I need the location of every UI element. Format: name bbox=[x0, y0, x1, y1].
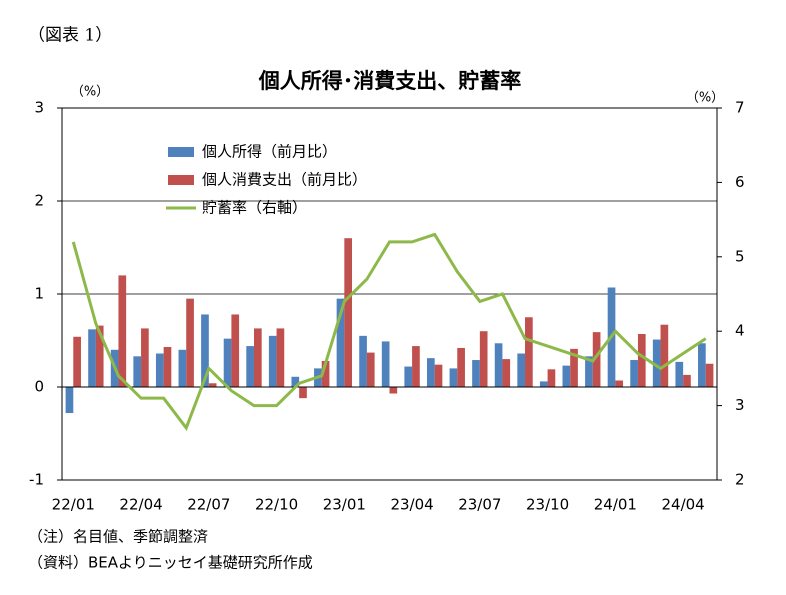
x-tick-label: 22/10 bbox=[255, 496, 298, 514]
bar bbox=[502, 359, 511, 387]
y-tick-label: 3 bbox=[34, 99, 44, 117]
bar bbox=[276, 328, 285, 387]
bar bbox=[479, 331, 488, 387]
y-tick-label: 1 bbox=[34, 285, 44, 303]
x-tick-label: 22/01 bbox=[52, 496, 95, 514]
bar bbox=[381, 341, 390, 387]
y2-tick-label: 4 bbox=[735, 322, 745, 340]
bar bbox=[660, 324, 669, 387]
bar bbox=[291, 376, 300, 387]
bar bbox=[675, 361, 684, 387]
bar bbox=[637, 333, 646, 387]
bar bbox=[253, 328, 262, 387]
bar bbox=[88, 329, 96, 387]
y-tick-label: -1 bbox=[29, 471, 44, 489]
bar bbox=[299, 387, 307, 399]
bar bbox=[615, 380, 624, 387]
bar bbox=[246, 346, 254, 387]
chart-title: 個人所得･消費支出、貯蓄率 bbox=[258, 69, 522, 93]
bar bbox=[321, 360, 330, 387]
bar bbox=[231, 314, 240, 387]
bar bbox=[683, 374, 691, 387]
bar bbox=[73, 336, 81, 387]
bar bbox=[201, 314, 209, 387]
bar bbox=[592, 332, 601, 387]
bar bbox=[186, 298, 194, 387]
bar bbox=[178, 349, 187, 387]
bar bbox=[539, 381, 548, 387]
bar bbox=[457, 347, 465, 387]
y2-tick-label: 3 bbox=[735, 396, 745, 414]
x-tick-label: 24/01 bbox=[594, 496, 637, 514]
bar bbox=[95, 325, 104, 387]
x-tick-label: 23/01 bbox=[323, 496, 366, 514]
bar bbox=[389, 387, 398, 394]
y2-tick-label: 2 bbox=[735, 471, 745, 489]
bar bbox=[155, 353, 164, 387]
note: （注）名目値、季節調整済 bbox=[28, 528, 208, 546]
bar bbox=[336, 298, 345, 387]
y-tick-label: 2 bbox=[34, 192, 44, 210]
y-unit: （%） bbox=[71, 85, 109, 100]
figure-label: （図表 1） bbox=[28, 26, 112, 46]
bar bbox=[705, 363, 714, 387]
x-tick-label: 24/04 bbox=[662, 496, 705, 514]
bar bbox=[525, 317, 533, 387]
y-tick-label: 0 bbox=[34, 378, 44, 396]
bar bbox=[570, 348, 578, 387]
bar bbox=[359, 335, 367, 387]
legend-label: 貯蓄率（右軸） bbox=[202, 199, 307, 217]
x-tick-label: 22/04 bbox=[119, 496, 162, 514]
bar bbox=[223, 338, 232, 387]
bar bbox=[163, 347, 172, 387]
bar bbox=[65, 387, 74, 414]
bar bbox=[426, 358, 435, 387]
bar bbox=[141, 328, 149, 387]
y2-tick-label: 7 bbox=[735, 99, 745, 117]
bar bbox=[133, 356, 142, 387]
legend-label: 個人消費支出（前月比） bbox=[202, 171, 367, 189]
bar bbox=[208, 383, 217, 387]
x-tick-label: 23/04 bbox=[390, 496, 433, 514]
bar bbox=[118, 275, 127, 387]
bar bbox=[698, 343, 706, 387]
x-tick-label: 22/07 bbox=[187, 496, 230, 514]
legend-swatch bbox=[168, 147, 194, 157]
x-tick-label: 23/07 bbox=[458, 496, 501, 514]
bar bbox=[449, 368, 458, 387]
bar bbox=[268, 335, 277, 387]
bar bbox=[412, 346, 420, 387]
y2-tick-label: 6 bbox=[735, 173, 745, 191]
bar bbox=[547, 369, 556, 387]
legend-swatch bbox=[168, 175, 194, 185]
bar bbox=[585, 356, 593, 387]
bar bbox=[472, 360, 480, 387]
bar bbox=[562, 365, 571, 387]
bar bbox=[344, 238, 353, 387]
bar bbox=[494, 343, 503, 387]
bar bbox=[404, 366, 413, 387]
legend-label: 個人所得（前月比） bbox=[202, 143, 337, 161]
bar bbox=[517, 353, 526, 387]
bar bbox=[434, 364, 443, 387]
bar bbox=[630, 360, 638, 387]
note: （資料）BEAよりニッセイ基礎研究所作成 bbox=[28, 554, 313, 572]
bar bbox=[652, 339, 661, 387]
line bbox=[71, 232, 707, 431]
bar bbox=[366, 352, 375, 387]
x-tick-label: 23/10 bbox=[526, 496, 569, 514]
y2-unit: （%） bbox=[686, 91, 724, 106]
y2-tick-label: 5 bbox=[735, 247, 745, 265]
